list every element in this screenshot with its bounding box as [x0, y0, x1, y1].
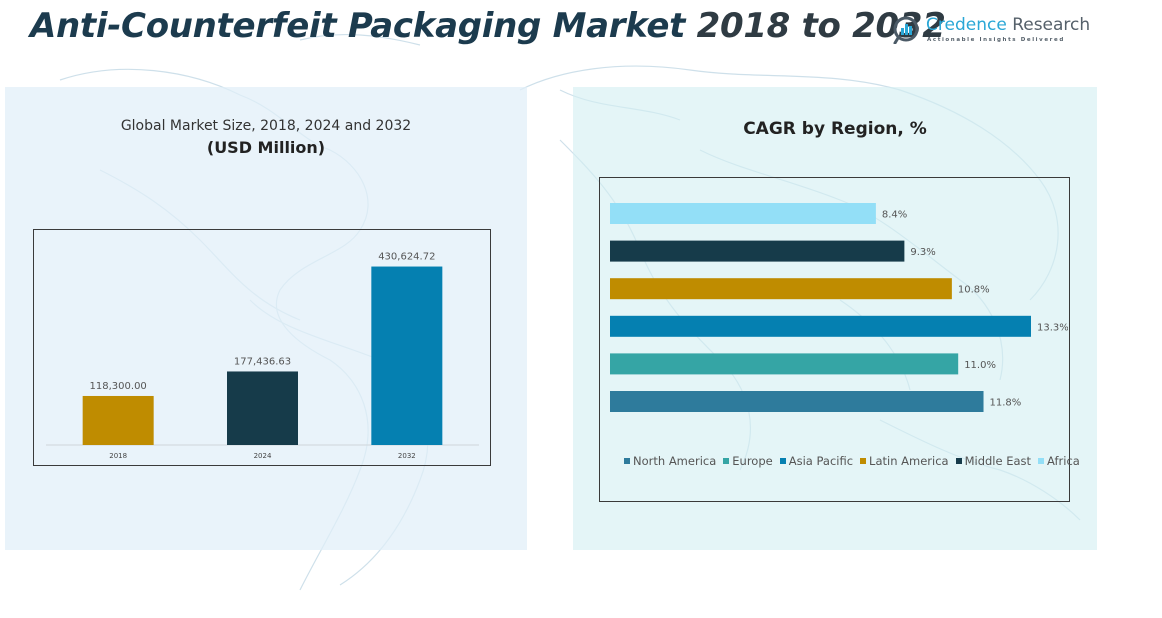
- data-label-north-america: 11.8%: [990, 398, 1022, 409]
- bar-2032: [371, 266, 443, 445]
- logo-name-research: Research: [1012, 15, 1091, 35]
- legend-swatch-icon: [955, 458, 962, 464]
- legend-label: Latin America: [869, 454, 949, 468]
- bar-chart-magnifier-icon: [893, 16, 919, 44]
- legend-item-europe: Europe: [723, 454, 773, 468]
- logo-name: Credence Research: [926, 15, 1090, 35]
- x-tick-label-2024: 2024: [254, 452, 272, 460]
- legend-item-africa: Africa: [1038, 454, 1080, 468]
- legend-label: Asia Pacific: [788, 454, 854, 468]
- legend-item-asia-pacific: Asia Pacific: [779, 454, 854, 468]
- bar-north-america: [610, 391, 984, 412]
- data-label-europe: 11.0%: [964, 360, 996, 371]
- bar-2018: [82, 395, 154, 445]
- bar-africa: [610, 203, 876, 224]
- legend-swatch-icon: [1038, 458, 1045, 464]
- cagr-legend: North America Europe Asia Pacific Latin Ame…: [624, 454, 1080, 468]
- market-size-subtitle: Global Market Size, 2018, 2024 and 2032: [120, 118, 412, 134]
- cagr-chart: 8.4% 9.3% 10.8% 13.3% 11.0% 11.8%: [599, 177, 1070, 502]
- market-size-chart-svg: 118,300.00 2018 177,436.63 2024 430,624.72 20…: [46, 252, 479, 460]
- legend-swatch-icon: [624, 458, 630, 464]
- bar-asia-pacific: [610, 315, 1031, 337]
- page-title: Anti-Counterfeit Packaging Market 2018 t…: [30, 6, 946, 46]
- bar-europe: [610, 353, 959, 375]
- cagr-title: CAGR by Region, %: [743, 119, 927, 139]
- data-label-2032: 430,624.72: [378, 252, 435, 263]
- data-label-africa: 8.4%: [882, 210, 907, 221]
- bar-2024: [227, 371, 298, 445]
- logo-tagline: Actionable Insights Delivered: [927, 37, 1065, 43]
- credence-research-logo: Credence Research Actionable Insights De…: [892, 14, 1090, 48]
- data-label-middle-east: 9.3%: [910, 247, 935, 258]
- legend-item-latin-america: Latin America: [860, 454, 949, 468]
- legend-label: North America: [633, 454, 717, 468]
- legend-swatch-icon: [860, 458, 867, 464]
- bar-latin-america: [610, 278, 952, 300]
- bar-middle-east: [610, 240, 905, 262]
- market-size-chart: 118,300.00 2018 177,436.63 2024 430,624.72 20…: [33, 229, 491, 466]
- legend-swatch-icon: [779, 458, 786, 464]
- data-label-asia-pacific: 13.3%: [1037, 322, 1068, 333]
- page-title-main: Anti-Counterfeit Packaging Market: [30, 6, 686, 46]
- data-label-2018: 118,300.00: [90, 381, 147, 392]
- legend-label: Europe: [732, 454, 773, 468]
- legend-item-north-america: North America: [624, 454, 716, 468]
- x-tick-label-2018: 2018: [109, 452, 127, 460]
- cagr-chart-svg: 8.4% 9.3% 10.8% 13.3% 11.0% 11.8%: [610, 203, 1069, 412]
- legend-label: Middle East: [964, 454, 1032, 468]
- legend-item-middle-east: Middle East: [955, 454, 1032, 468]
- x-tick-label-2032: 2032: [398, 452, 416, 460]
- data-label-2024: 177,436.63: [234, 356, 291, 367]
- logo-name-credence: Credence: [926, 15, 1007, 35]
- data-label-latin-america: 10.8%: [958, 285, 990, 296]
- market-size-unit: (USD Million): [206, 138, 326, 157]
- legend-label: Africa: [1047, 454, 1080, 468]
- legend-swatch-icon: [723, 458, 730, 464]
